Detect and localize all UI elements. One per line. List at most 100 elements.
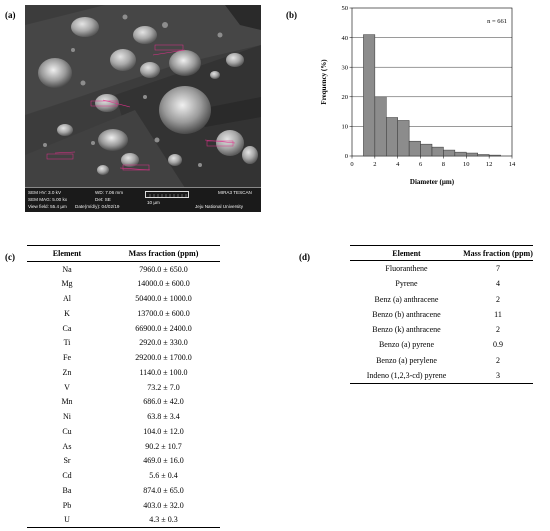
cell-element: Fe <box>63 353 71 363</box>
table-row: Al 50400.0 ± 1000.0 <box>27 291 220 306</box>
table-row: Mn 686.0 ± 42.0 <box>27 395 220 410</box>
cell-mass-fraction: 0.9 <box>493 340 503 350</box>
panel-label-c: (c) <box>5 252 15 262</box>
y-tick-label: 50 <box>342 5 349 12</box>
y-tick-label: 10 <box>342 124 349 131</box>
x-tick-label: 4 <box>396 161 400 168</box>
sem-wd: WD: 7.06 mm <box>95 190 124 195</box>
panel-label-d: (d) <box>299 252 310 262</box>
panel-label-a: (a) <box>5 10 16 20</box>
cell-mass-fraction: 7 <box>496 264 500 274</box>
element-mass-table: Element Mass fraction (ppm) Na 7960.0 ± 6… <box>27 245 220 528</box>
cell-mass-fraction: 2 <box>496 294 500 304</box>
y-tick-label: 20 <box>342 94 349 101</box>
table-row: Cd 5.6 ± 0.4 <box>27 468 220 483</box>
cell-mass-fraction: 50400.0 ± 1000.0 <box>135 294 192 304</box>
cell-mass-fraction: 63.8 ± 3.4 <box>147 412 180 422</box>
cell-element: Ni <box>63 412 71 422</box>
x-tick-label: 2 <box>373 161 376 168</box>
cell-element: Ti <box>63 338 71 348</box>
cell-mass-fraction: 4.3 ± 0.3 <box>149 515 178 525</box>
cell-element: Cu <box>62 426 72 436</box>
sem-institution: Jeju National University <box>195 204 243 209</box>
table-header-row: Element Mass fraction (ppm) <box>27 245 220 262</box>
histogram-bar <box>466 152 478 157</box>
cell-mass-fraction: 11 <box>494 309 502 319</box>
histogram-bar <box>363 34 376 157</box>
cell-element: Cd <box>62 471 72 481</box>
cell-mass-fraction: 73.2 ± 7.0 <box>147 382 180 392</box>
table-row: Sr 469.0 ± 16.0 <box>27 454 220 469</box>
table-row: Benz (a) anthracene 2 <box>350 292 533 307</box>
table-row: Cu 104.0 ± 12.0 <box>27 424 220 439</box>
cell-mass-fraction: 29200.0 ± 1700.0 <box>135 353 192 363</box>
cell-element: As <box>62 441 72 451</box>
cell-mass-fraction: 1140.0 ± 100.0 <box>139 367 188 377</box>
cell-element: Pb <box>62 500 72 510</box>
y-tick-label: 0 <box>345 153 348 160</box>
x-tick-label: 6 <box>419 161 423 168</box>
cell-element: Fluoranthene <box>385 264 428 274</box>
histogram-bar <box>477 154 490 157</box>
table-row: Ni 63.8 ± 3.4 <box>27 409 220 424</box>
table-header-row: Element Mass fraction (ppm) <box>350 245 533 261</box>
scale-bar <box>145 191 189 198</box>
cell-mass-fraction: 686.0 ± 42.0 <box>143 397 184 407</box>
table-row: Ca 66900.0 ± 2400.0 <box>27 321 220 336</box>
histogram-bar <box>374 96 387 157</box>
pah-mass-table-body: Fluoranthene 7 Pyrene 4 Benz (a) anthracene 2… <box>350 261 533 384</box>
y-tick-label: 40 <box>342 35 349 42</box>
histogram-bar <box>443 149 456 157</box>
sem-det: Det: SE <box>95 197 111 202</box>
table-row: Na 7960.0 ± 650.0 <box>27 261 220 276</box>
sample-count-annotation: n = 661 <box>487 18 507 25</box>
table-row: Benzo (a) pyrene 0.9 <box>350 337 533 352</box>
cell-mass-fraction: 2 <box>496 325 500 335</box>
sem-date: Date(m/d/y): 04/02/19 <box>75 204 120 209</box>
cell-element: Benzo (a) perylene <box>376 355 437 365</box>
cell-mass-fraction: 7960.0 ± 650.0 <box>139 264 188 274</box>
histogram-bar <box>408 140 421 157</box>
table-row: K 13700.0 ± 600.0 <box>27 306 220 321</box>
x-tick-label: 14 <box>509 161 516 168</box>
table-row: Ti 2920.0 ± 330.0 <box>27 336 220 351</box>
cell-mass-fraction: 104.0 ± 12.0 <box>143 426 184 436</box>
y-tick-label: 30 <box>342 64 349 71</box>
sem-brand: MIRA3 TESCAN <box>218 190 252 195</box>
x-tick-label: 0 <box>350 161 353 168</box>
y-axis-label: Frequency (%) <box>320 59 328 105</box>
cell-element: Benz (a) anthracene <box>374 294 439 304</box>
cell-element: Benzo (a) pyrene <box>378 340 435 350</box>
cell-element: Benzo (b) anthracene <box>372 309 441 319</box>
cell-element: Pyrene <box>395 279 418 289</box>
cell-mass-fraction: 5.6 ± 0.4 <box>149 471 178 481</box>
cell-element: U <box>64 515 70 525</box>
table-row: As 90.2 ± 10.7 <box>27 439 220 454</box>
table-row: Ba 874.0 ± 65.0 <box>27 483 220 498</box>
table-row: Benzo (a) perylene 2 <box>350 353 533 368</box>
header-element: Element <box>392 248 421 258</box>
sem-hv: SEM HV: 3.0 kV <box>28 190 62 195</box>
sem-micrograph: SEM HV: 3.0 kV WD: 7.06 mm MIRA3 TESCAN … <box>25 5 261 212</box>
cell-element: Mg <box>61 279 73 289</box>
diameter-histogram: 0 2 4 6 8 10 12 14 0 10 20 30 40 50 n = 661 Diameter … <box>320 5 516 186</box>
table-row: V 73.2 ± 7.0 <box>27 380 220 395</box>
table-row: Fluoranthene 7 <box>350 261 533 277</box>
table-row: Benzo (k) anthracene 2 <box>350 322 533 337</box>
element-mass-table-body: Na 7960.0 ± 650.0 Mg 14000.0 ± 600.0 Al 50400… <box>27 261 220 528</box>
sem-view-field: View field: 55.4 µm <box>28 204 67 209</box>
panel-label-b: (b) <box>286 10 297 20</box>
table-row: Pyrene 4 <box>350 276 533 291</box>
cell-mass-fraction: 2 <box>496 355 500 365</box>
cell-element: Al <box>63 294 71 304</box>
cell-mass-fraction: 3 <box>496 370 500 380</box>
cell-mass-fraction: 403.0 ± 32.0 <box>143 500 184 510</box>
sem-info-bar: SEM HV: 3.0 kV WD: 7.06 mm MIRA3 TESCAN … <box>25 187 261 212</box>
cell-element: Sr <box>63 456 71 466</box>
table-row: Fe 29200.0 ± 1700.0 <box>27 350 220 365</box>
cell-element: Mn <box>61 397 73 407</box>
cell-element: K <box>64 308 70 318</box>
cell-element: Zn <box>62 367 72 377</box>
table-row: Pb 403.0 ± 32.0 <box>27 498 220 513</box>
histogram-bar <box>431 146 444 157</box>
